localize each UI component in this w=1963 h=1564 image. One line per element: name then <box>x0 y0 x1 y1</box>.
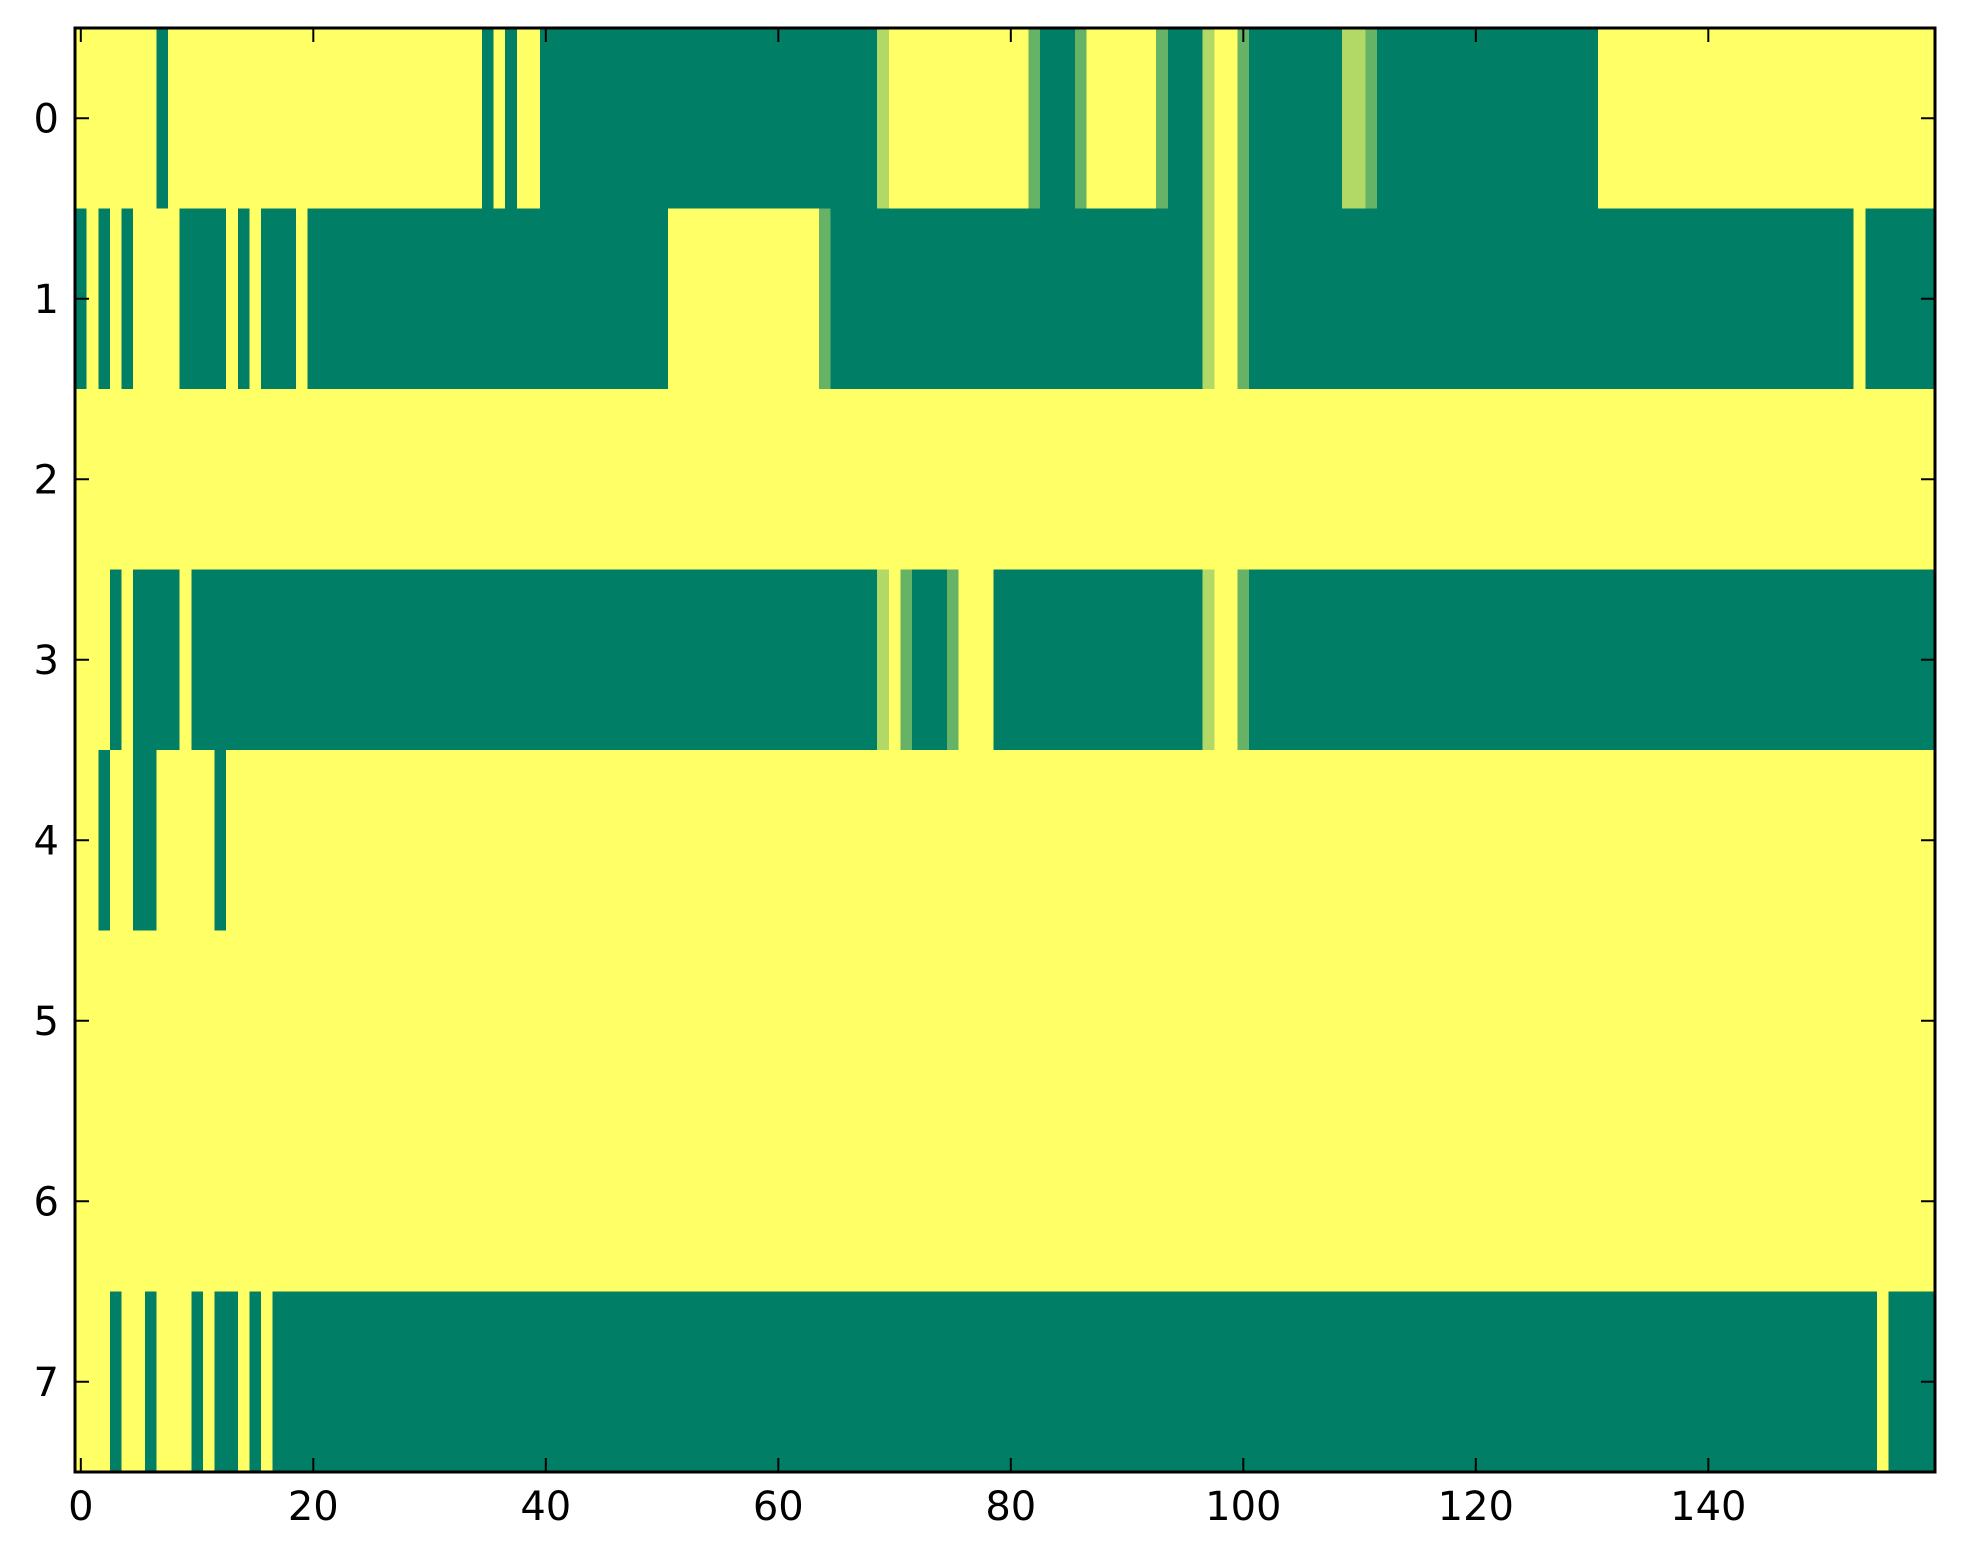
x-tick-label: 100 <box>1205 1484 1281 1530</box>
x-tick-label: 40 <box>520 1484 571 1530</box>
heatmap-cell-row-0 <box>877 28 889 209</box>
y-tick-label: 7 <box>34 1360 59 1406</box>
y-tick-label: 3 <box>34 638 59 684</box>
heatmap-cell-row-0 <box>1074 28 1087 209</box>
heatmap-row-2-background <box>75 389 1935 570</box>
heatmap-cell-row-3 <box>1237 569 1250 750</box>
heatmap-cell-row-7 <box>214 1291 238 1472</box>
heatmap-cell-row-0 <box>1028 28 1040 209</box>
y-axis-ticks: 0 1 2 3 4 5 6 7 <box>34 96 1935 1406</box>
heatmap-cell-row-1 <box>1237 208 1250 389</box>
heatmap-cell-row-3 <box>900 569 912 750</box>
x-tick-label: 20 <box>288 1484 339 1530</box>
heatmap-row-5-background <box>75 930 1935 1111</box>
heatmap-cell-row-3 <box>993 569 1203 750</box>
heatmap-cell-row-7 <box>272 1291 1877 1472</box>
x-tick-label: 0 <box>68 1484 93 1530</box>
heatmap-cell-row-1 <box>179 208 227 389</box>
heatmap-cell-row-7 <box>109 1291 122 1472</box>
x-tick-label: 80 <box>985 1484 1036 1530</box>
heatmap-cell-row-1 <box>1202 208 1215 389</box>
heatmap-cell-row-3 <box>191 569 878 750</box>
heatmap-cell-row-1 <box>98 208 110 389</box>
heatmap-cell-row-0 <box>1249 28 1343 209</box>
heatmap-cell-row-0 <box>1156 28 1168 209</box>
heatmap-cell-row-1 <box>261 208 296 389</box>
heatmap-cell-row-0 <box>481 28 494 209</box>
heatmap-cell-row-1 <box>830 208 1203 389</box>
heatmap-cell-row-3 <box>877 569 889 750</box>
heatmap-row-6-background <box>75 1111 1935 1292</box>
y-tick-label: 1 <box>34 277 59 323</box>
heatmap-cell-row-3 <box>1202 569 1215 750</box>
heatmap-cell-row-3 <box>133 569 180 750</box>
heatmap-cell-row-4 <box>98 750 110 931</box>
heatmap-cell-row-0 <box>540 28 878 209</box>
heatmap-cell-row-7 <box>249 1291 261 1472</box>
heatmap-cell-row-3 <box>912 569 947 750</box>
heatmap-cell-row-1 <box>307 208 657 389</box>
plot-area <box>75 28 1935 1472</box>
axes-frame <box>73 26 1937 1474</box>
heatmap-cell-row-7 <box>144 1291 157 1472</box>
x-tick-label: 140 <box>1670 1484 1746 1530</box>
heatmap-cell-row-0 <box>505 28 517 209</box>
heatmap-cell-row-1 <box>819 208 831 389</box>
x-axis-ticks: 0 20 40 60 80 100 120 140 <box>68 28 1746 1530</box>
y-tick-label: 0 <box>34 96 59 142</box>
heatmap-cell-row-1 <box>237 208 250 389</box>
heatmap-cell-row-0 <box>1377 28 1598 209</box>
heatmap-cell-row-7 <box>191 1291 203 1472</box>
heatmap-cell-row-4 <box>214 750 227 931</box>
y-tick-label: 4 <box>34 818 59 864</box>
heatmap-cell-row-3 <box>946 569 959 750</box>
heatmap-cell-row-1 <box>121 208 134 389</box>
x-tick-label: 60 <box>753 1484 804 1530</box>
heatmap-cell-row-0 <box>1202 28 1215 209</box>
heatmap-cell-row-0 <box>1237 28 1250 209</box>
heatmap-cell-row-0 <box>1342 28 1366 209</box>
heatmap-cell-row-0 <box>156 28 168 209</box>
heatmap-row-0-background <box>75 28 1935 209</box>
heatmap-cell-row-1 <box>1249 208 1854 389</box>
y-tick-label: 6 <box>34 1179 59 1225</box>
heatmap-cell-row-3 <box>109 569 122 750</box>
heatmap-cell-row-0 <box>1167 28 1203 209</box>
y-tick-label: 5 <box>34 999 59 1045</box>
heatmap-cell-row-4 <box>133 750 157 931</box>
heatmap-cell-row-0 <box>1039 28 1075 209</box>
y-tick-label: 2 <box>34 457 59 503</box>
x-tick-label: 120 <box>1438 1484 1514 1530</box>
heatmap-cell-row-0 <box>1365 28 1377 209</box>
heatmap-cell-row-1 <box>656 208 668 389</box>
heatmap-row-4-background <box>75 750 1935 931</box>
heatmap-cell-row-3 <box>1249 569 1935 750</box>
